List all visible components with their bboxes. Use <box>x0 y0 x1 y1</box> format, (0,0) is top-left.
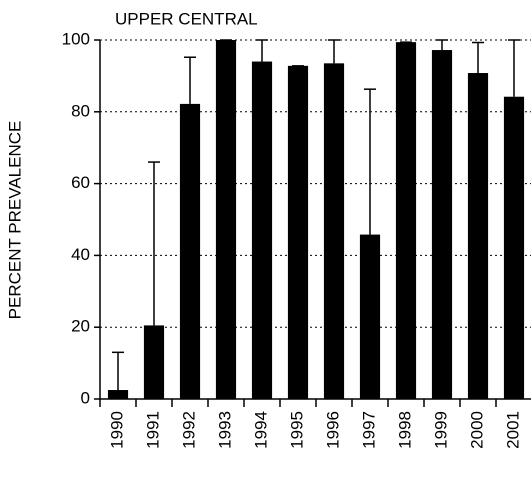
bar <box>143 325 165 399</box>
bar <box>107 390 129 399</box>
x-tick-label: 1991 <box>143 411 162 449</box>
chart-title: UPPER CENTRAL <box>115 9 258 28</box>
x-tick-label: 2000 <box>467 411 486 449</box>
bar <box>359 234 381 399</box>
bar <box>431 50 453 399</box>
y-tick-label: 100 <box>62 29 90 48</box>
y-tick-label: 40 <box>71 245 90 264</box>
bar <box>287 65 309 400</box>
x-tick-label: 1999 <box>431 411 450 449</box>
bar <box>395 42 417 400</box>
bar <box>251 61 273 399</box>
bar <box>215 40 237 399</box>
bar <box>323 63 345 400</box>
bar <box>467 73 489 399</box>
bar <box>179 103 201 399</box>
bar <box>503 96 525 400</box>
x-tick-label: 1994 <box>251 411 270 449</box>
y-tick-label: 0 <box>81 388 90 407</box>
x-tick-label: 1990 <box>107 411 126 449</box>
x-tick-label: 1992 <box>179 411 198 449</box>
y-tick-label: 20 <box>71 317 90 336</box>
x-tick-label: 1998 <box>395 411 414 449</box>
x-tick-label: 1993 <box>215 411 234 449</box>
x-tick-label: 1996 <box>323 411 342 449</box>
x-tick-label: 1997 <box>359 411 378 449</box>
x-tick-label: 2001 <box>503 411 522 449</box>
x-tick-label: 1995 <box>287 411 306 449</box>
y-axis-label: PERCENT PREVALENCE <box>5 121 24 320</box>
y-tick-label: 80 <box>71 101 90 120</box>
y-tick-label: 60 <box>71 173 90 192</box>
